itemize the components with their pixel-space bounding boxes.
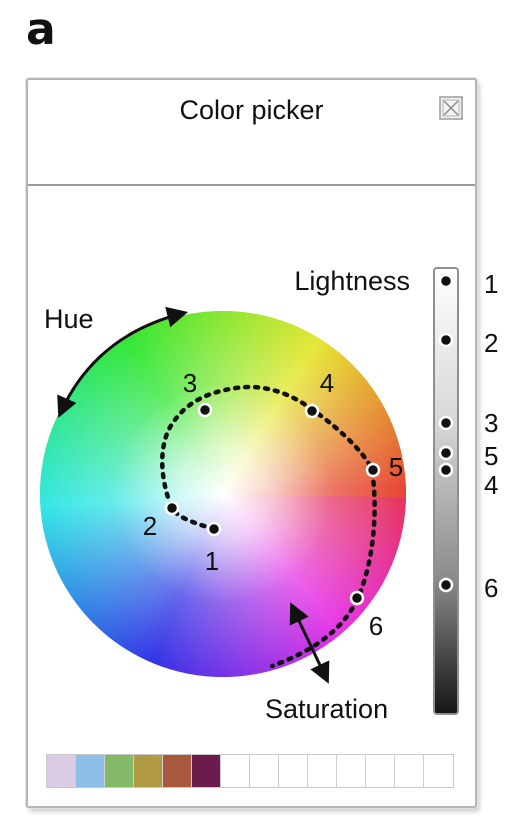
lightness-point-label: 3 — [484, 408, 498, 438]
lightness-point-label: 5 — [484, 441, 498, 471]
path-point-1[interactable]: 1 — [205, 523, 220, 576]
path-point-label: 3 — [183, 368, 197, 398]
hue-label: Hue — [44, 304, 94, 334]
lightness-point-label: 4 — [484, 470, 498, 500]
lightness-point-label: 1 — [484, 269, 498, 299]
path-point-label: 6 — [369, 611, 383, 641]
path-point-label: 5 — [389, 452, 403, 482]
path-point-label: 1 — [205, 546, 219, 576]
path-point-label: 2 — [143, 511, 157, 541]
lightness-point-label: 6 — [484, 573, 498, 603]
lightness-point-label: 2 — [484, 328, 498, 358]
path-point-label: 4 — [320, 368, 334, 398]
wheel-saturation-overlay — [40, 311, 406, 677]
saturation-label: Saturation — [265, 694, 388, 724]
lightness-label: Lightness — [294, 266, 410, 296]
